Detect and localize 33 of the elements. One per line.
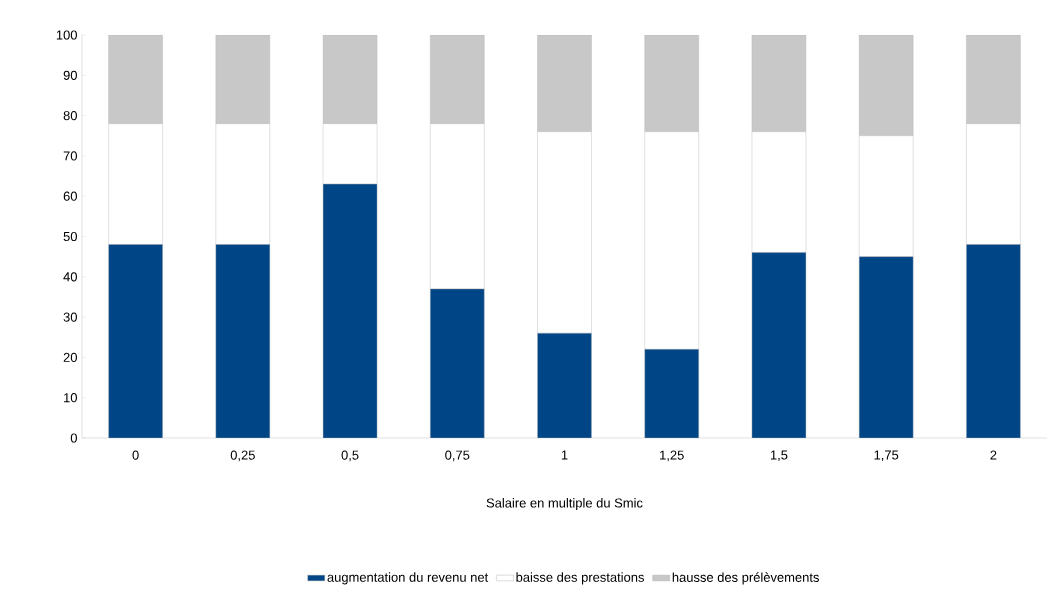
y-tick-label: 30 [63, 312, 77, 322]
bar [108, 244, 163, 438]
x-tick-label: 0,75 [445, 450, 470, 462]
bar [859, 256, 914, 438]
y-tick-label: 80 [63, 111, 77, 121]
bar [966, 244, 1021, 438]
y-tick-label: 40 [63, 272, 77, 282]
x-tick-label: 1 [561, 450, 568, 460]
y-tick-label: 10 [64, 393, 77, 403]
legend-label: hausse des prélèvements [672, 572, 819, 585]
bar [323, 184, 378, 438]
y-tick-label: 0 [70, 433, 77, 443]
x-tick-label: 1,75 [874, 450, 899, 462]
x-tick-label: 0 [132, 450, 139, 460]
legend-label: baisse des prestations [516, 572, 644, 585]
y-tick-label: 50 [63, 231, 77, 242]
x-tick-label: 1,25 [660, 450, 684, 462]
y-tick-label: 100 [56, 30, 77, 40]
x-tick-label: 2 [990, 450, 997, 460]
x-axis-title: Salaire en multiple du Smic [486, 498, 643, 511]
bar [644, 349, 699, 438]
bar [751, 252, 806, 438]
x-tick-label: 1,5 [770, 450, 788, 462]
y-tick-label: 60 [63, 191, 77, 201]
x-tick-label: 0,25 [230, 450, 255, 462]
y-tick-label: 20 [63, 352, 77, 362]
y-tick-label: 90 [63, 70, 77, 80]
y-tick-label: 70 [63, 151, 77, 161]
bar [537, 333, 592, 438]
bar [215, 244, 270, 438]
legend-label: augmentation du revenu net [327, 572, 489, 585]
x-tick-label: 0,5 [341, 450, 359, 462]
bar [430, 288, 485, 438]
